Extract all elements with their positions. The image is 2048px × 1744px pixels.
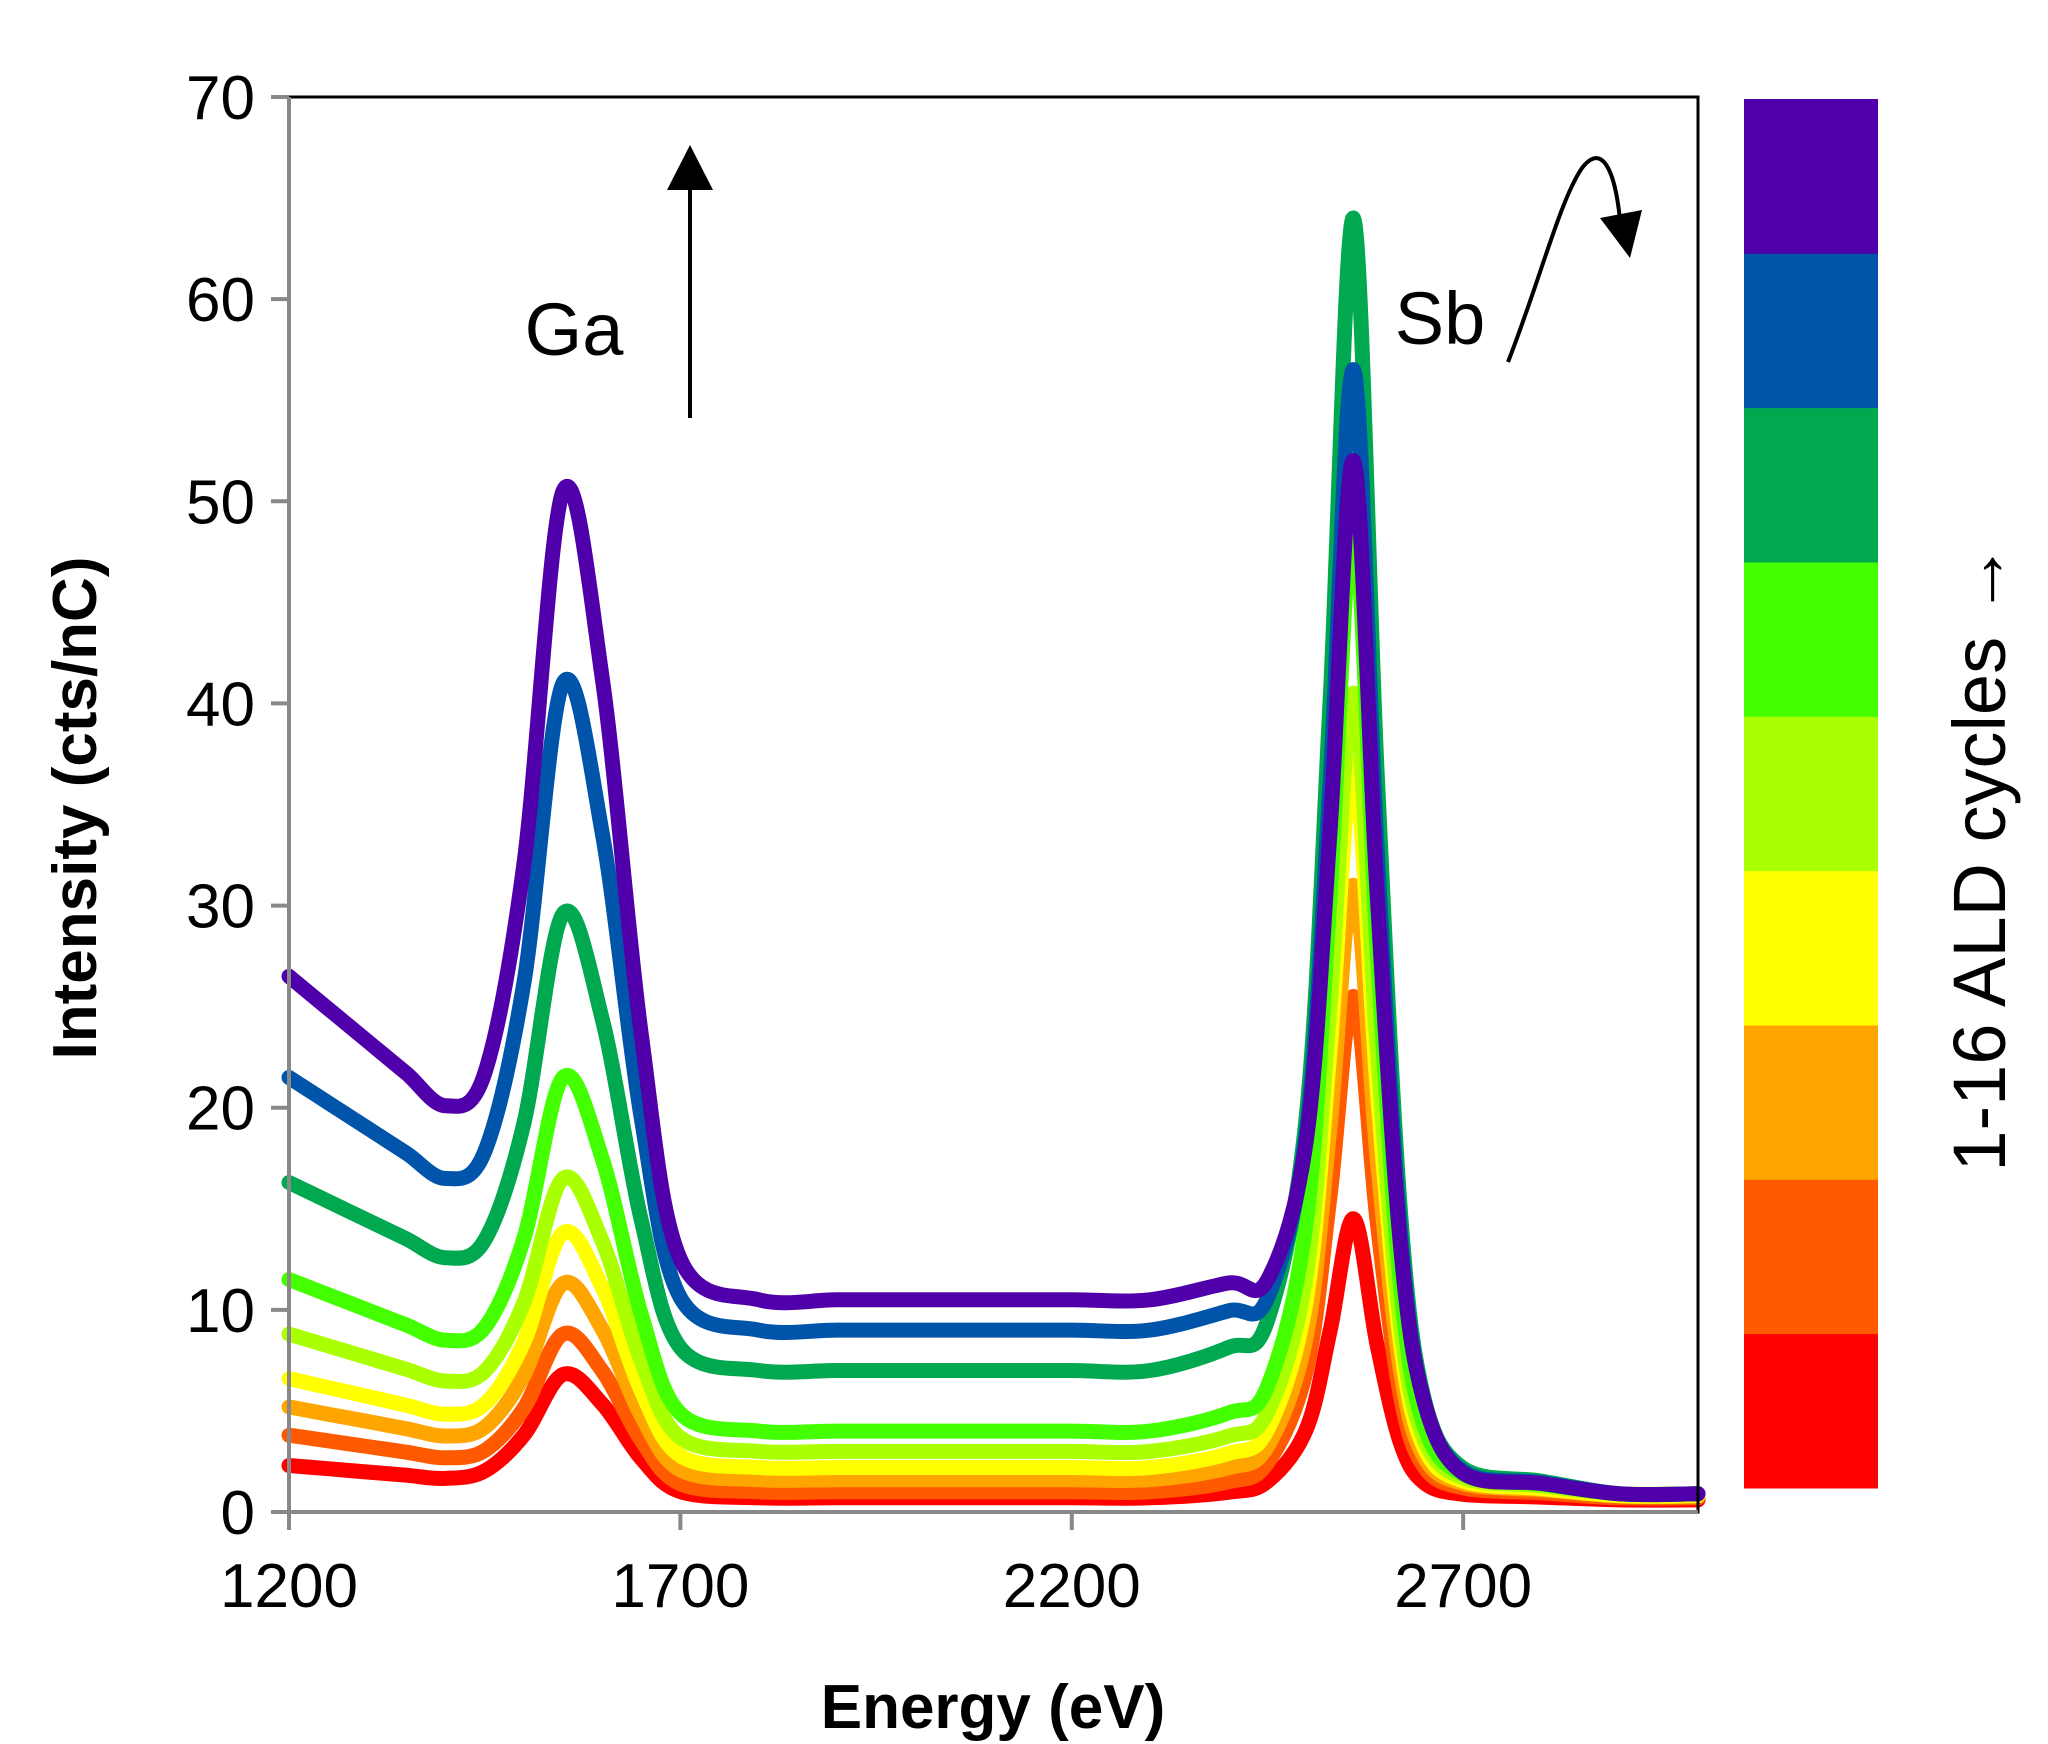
x-tick-label: 1200 (220, 1552, 358, 1621)
y-tick-label: 10 (186, 1277, 255, 1346)
x-tick-label: 2200 (1003, 1552, 1141, 1621)
series-line-cycle-8 (281, 362, 1706, 1503)
series-line-cycle-9 (281, 453, 1706, 1503)
sb-curved-arrow-icon (1506, 156, 1642, 363)
y-tick-label: 40 (186, 670, 255, 739)
x-tick-label: 1700 (611, 1552, 749, 1621)
y-tick-label: 20 (186, 1075, 255, 1144)
x-axis-title: Energy (eV) (821, 1673, 1166, 1742)
colorbar-swatch (1744, 99, 1878, 254)
colorbar-swatch (1744, 870, 1878, 1026)
y-tick-label: 60 (186, 266, 255, 335)
x-tick-label: 2700 (1394, 1552, 1532, 1621)
colorbar-swatch (1744, 1025, 1878, 1180)
colorbar-swatch (1744, 253, 1878, 409)
colorbar-swatch (1744, 1333, 1878, 1489)
y-tick-label: 0 (221, 1479, 255, 1548)
sb-annotation: Sb (1395, 277, 1486, 360)
colorbar-swatch (1744, 716, 1878, 872)
series-line-cycle-4 (281, 756, 1706, 1504)
colorbar-swatch (1744, 562, 1878, 717)
ga-annotation: Ga (525, 288, 625, 371)
colorbar-label: 1-16 ALD cycles → (1938, 542, 2021, 1171)
axes-layer: 0 10 20 30 40 50 60 70 1200 1700 2200 2700 (186, 64, 1698, 1621)
y-tick-label: 30 (186, 873, 255, 942)
colorbar (1744, 99, 1878, 1489)
y-tick-label: 50 (186, 468, 255, 537)
ga-arrow-icon (667, 145, 713, 418)
colorbar-swatch (1744, 407, 1878, 563)
colorbar-swatch (1744, 1179, 1878, 1335)
y-axis-title: Intensity (cts/nC) (41, 557, 110, 1060)
series-layer (281, 210, 1706, 1508)
y-tick-label: 70 (186, 64, 255, 133)
